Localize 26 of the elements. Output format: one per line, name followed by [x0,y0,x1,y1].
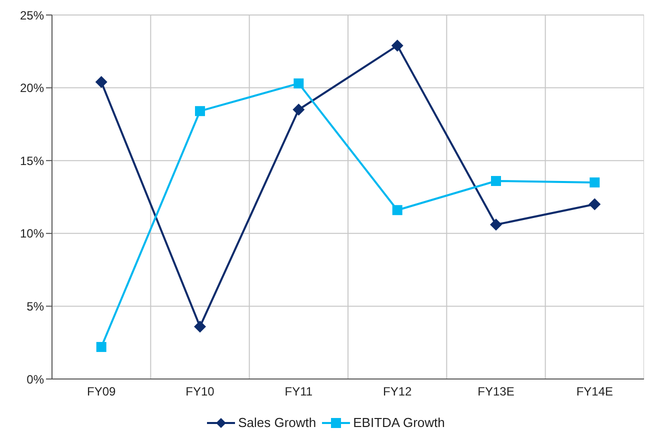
x-tick-label: FY09 [86,384,116,399]
point [194,320,206,333]
y-tick-label: 20% [20,81,44,96]
point [391,40,404,52]
x-tick-label: FY13E [478,384,514,399]
y-tick-label: 0% [26,372,44,386]
point [195,106,205,116]
y-tick-label: 5% [26,299,44,314]
x-tick-label: FY10 [186,384,215,399]
y-tick-label: 25% [20,8,44,22]
y-tick-label: 15% [20,154,44,168]
x-tick-label: FY14E [576,384,614,399]
point [590,177,600,188]
point [588,198,601,210]
y-tick-label: 10% [20,226,44,241]
point [491,176,501,186]
point [95,76,108,88]
point [392,205,402,216]
legend-label: Sales Growth [238,415,316,430]
point [294,78,304,88]
point [490,218,502,231]
x-tick-label: FY12 [382,384,412,399]
legend-label: EBITDA Growth [353,415,445,430]
x-tick-label: FY11 [284,384,313,399]
point [96,342,106,352]
point [292,104,305,116]
